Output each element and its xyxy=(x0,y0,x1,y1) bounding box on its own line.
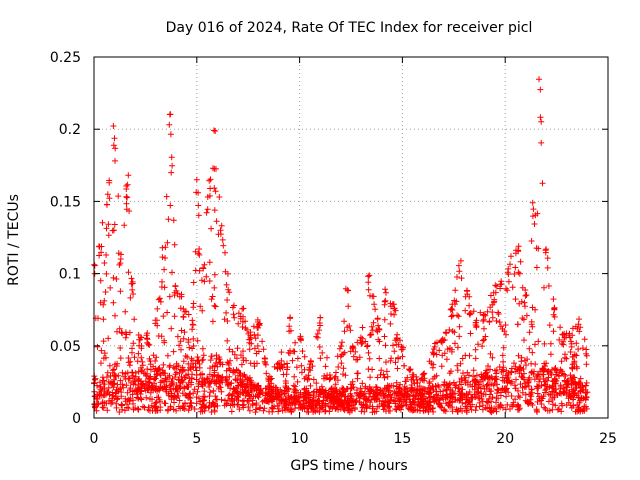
x-tick-label: 5 xyxy=(192,431,201,447)
x-tick-label: 25 xyxy=(599,431,617,447)
x-tick-label: 10 xyxy=(291,431,309,447)
y-axis-label: ROTI / TECUs xyxy=(6,194,22,286)
data-points xyxy=(91,76,591,416)
x-tick-label: 15 xyxy=(393,431,411,447)
y-tick-label: 0.15 xyxy=(50,194,81,210)
chart-title: Day 016 of 2024, Rate Of TEC Index for r… xyxy=(166,20,533,36)
plot-frame xyxy=(93,56,609,419)
x-axis-label: GPS time / hours xyxy=(290,458,407,474)
x-tick-label: 20 xyxy=(496,431,514,447)
y-tick-label: 0.1 xyxy=(59,267,81,283)
x-tick-label: 0 xyxy=(90,431,99,447)
y-tick-label: 0.2 xyxy=(59,122,81,138)
y-tick-label: 0.25 xyxy=(50,50,81,66)
axis-ticks: 0 5 10 15 20 25 0 0.05 0.1 0.15 0.2 0.25 xyxy=(50,50,617,447)
roti-points xyxy=(91,76,591,416)
y-tick-label: 0.05 xyxy=(50,339,81,355)
y-tick-label: 0 xyxy=(72,411,81,427)
